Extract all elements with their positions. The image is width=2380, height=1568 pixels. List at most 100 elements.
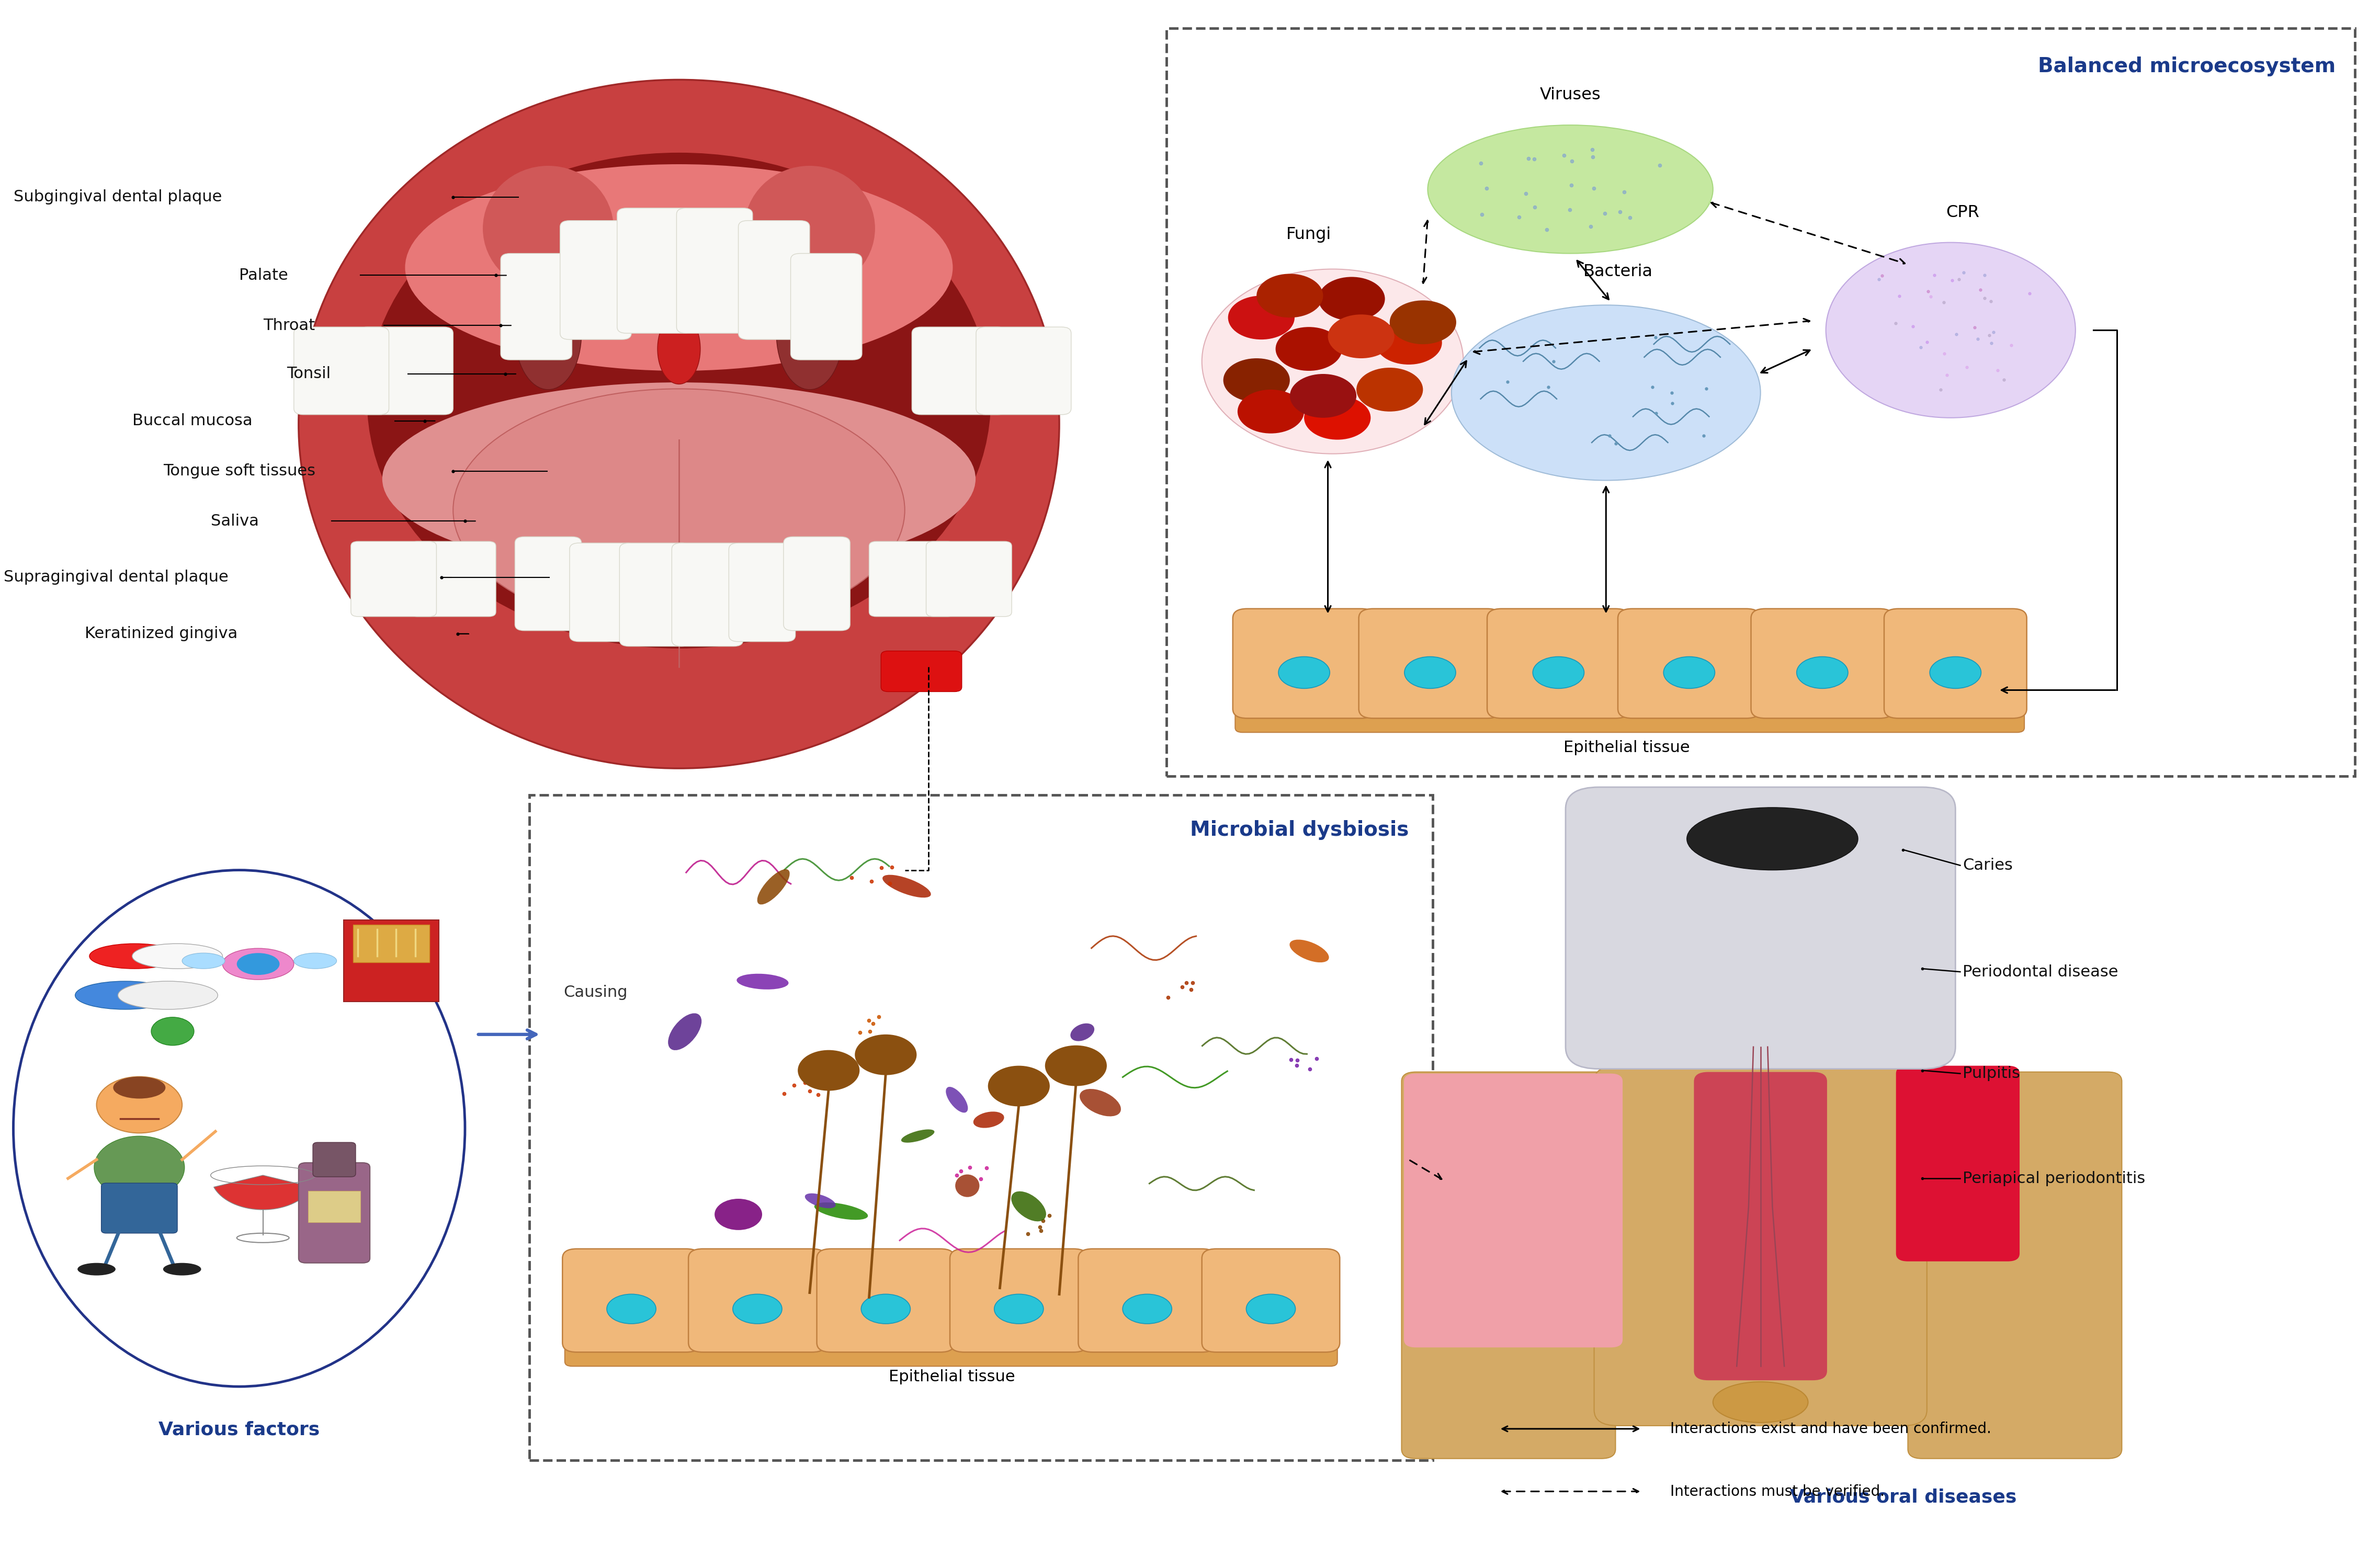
Ellipse shape [183, 953, 224, 969]
Ellipse shape [1428, 125, 1714, 254]
FancyBboxPatch shape [671, 543, 743, 646]
FancyBboxPatch shape [1078, 1248, 1216, 1352]
Ellipse shape [745, 166, 876, 292]
Text: Bacteria: Bacteria [1583, 263, 1652, 281]
Text: Causing: Causing [564, 985, 628, 1000]
FancyBboxPatch shape [1695, 1073, 1828, 1380]
FancyBboxPatch shape [783, 536, 850, 630]
FancyBboxPatch shape [500, 254, 571, 361]
Circle shape [1357, 367, 1423, 411]
Text: Saliva: Saliva [212, 513, 259, 528]
Text: Supragingival dental plaque: Supragingival dental plaque [5, 569, 228, 585]
FancyBboxPatch shape [1359, 608, 1502, 718]
Ellipse shape [657, 314, 700, 384]
Text: Balanced microecosystem: Balanced microecosystem [2037, 56, 2335, 77]
Text: Various oral diseases: Various oral diseases [1790, 1488, 2016, 1507]
FancyBboxPatch shape [1233, 608, 1376, 718]
Circle shape [152, 1018, 195, 1046]
Text: Subgingival dental plaque: Subgingival dental plaque [14, 190, 221, 205]
Ellipse shape [1533, 657, 1585, 688]
Ellipse shape [367, 152, 990, 649]
Ellipse shape [733, 1294, 783, 1323]
Ellipse shape [452, 389, 904, 632]
FancyBboxPatch shape [1202, 1248, 1340, 1352]
Circle shape [1304, 395, 1371, 439]
FancyBboxPatch shape [357, 328, 452, 414]
Ellipse shape [1930, 657, 1980, 688]
Circle shape [1223, 359, 1290, 401]
Ellipse shape [1714, 1381, 1809, 1422]
Ellipse shape [114, 1077, 167, 1099]
FancyBboxPatch shape [1885, 608, 2028, 718]
FancyBboxPatch shape [528, 795, 1433, 1460]
Ellipse shape [298, 80, 1059, 768]
FancyBboxPatch shape [1595, 1066, 1928, 1425]
Circle shape [797, 1051, 859, 1091]
Ellipse shape [1687, 808, 1859, 870]
Circle shape [98, 1077, 183, 1134]
Text: Fungi: Fungi [1285, 226, 1330, 243]
FancyBboxPatch shape [1235, 701, 2025, 732]
Ellipse shape [133, 944, 221, 969]
FancyBboxPatch shape [1566, 787, 1956, 1069]
FancyBboxPatch shape [559, 221, 631, 340]
Ellipse shape [90, 944, 181, 969]
Ellipse shape [814, 1203, 869, 1220]
FancyBboxPatch shape [564, 1334, 1338, 1366]
Ellipse shape [757, 869, 790, 905]
Circle shape [1390, 301, 1457, 345]
Text: Interactions exist and have been confirmed.: Interactions exist and have been confirm… [1671, 1422, 1992, 1436]
Ellipse shape [1012, 1192, 1047, 1221]
Text: Epithelial tissue: Epithelial tissue [1564, 740, 1690, 756]
FancyBboxPatch shape [616, 209, 693, 334]
Ellipse shape [1825, 243, 2075, 417]
Ellipse shape [862, 1294, 909, 1323]
Ellipse shape [405, 165, 952, 370]
Text: Periodontal disease: Periodontal disease [1964, 964, 2118, 980]
Ellipse shape [945, 1087, 969, 1113]
Circle shape [1045, 1046, 1107, 1087]
Text: Periapical periodontitis: Periapical periodontitis [1964, 1171, 2144, 1185]
Circle shape [1257, 274, 1323, 318]
Ellipse shape [164, 1262, 202, 1275]
Ellipse shape [1202, 270, 1464, 453]
Text: Pulpitis: Pulpitis [1964, 1066, 2021, 1080]
Ellipse shape [1278, 657, 1330, 688]
FancyBboxPatch shape [307, 1192, 359, 1221]
Ellipse shape [221, 949, 293, 980]
Ellipse shape [738, 974, 788, 989]
Text: Buccal mucosa: Buccal mucosa [133, 414, 252, 428]
Text: Throat: Throat [262, 318, 314, 332]
Ellipse shape [95, 1137, 186, 1200]
Ellipse shape [602, 248, 757, 334]
Ellipse shape [954, 1174, 981, 1196]
Circle shape [714, 1200, 762, 1229]
Circle shape [1276, 328, 1342, 370]
FancyBboxPatch shape [562, 1248, 700, 1352]
FancyBboxPatch shape [1488, 608, 1630, 718]
Ellipse shape [1452, 306, 1761, 480]
FancyBboxPatch shape [1166, 28, 2354, 776]
Ellipse shape [14, 870, 464, 1386]
FancyBboxPatch shape [816, 1248, 954, 1352]
FancyBboxPatch shape [1752, 608, 1894, 718]
FancyBboxPatch shape [569, 543, 635, 641]
Ellipse shape [119, 982, 217, 1010]
Ellipse shape [902, 1129, 935, 1143]
FancyBboxPatch shape [869, 541, 954, 616]
FancyBboxPatch shape [976, 328, 1071, 414]
FancyBboxPatch shape [312, 1143, 355, 1178]
FancyBboxPatch shape [293, 328, 388, 414]
Ellipse shape [1404, 657, 1457, 688]
FancyBboxPatch shape [881, 651, 962, 691]
Circle shape [1319, 278, 1385, 321]
FancyBboxPatch shape [790, 254, 862, 361]
Text: Various factors: Various factors [159, 1421, 319, 1439]
Ellipse shape [236, 953, 278, 975]
Text: CPR: CPR [1947, 204, 1980, 221]
Ellipse shape [1081, 1088, 1121, 1116]
Text: Interactions must be verified.: Interactions must be verified. [1671, 1483, 1885, 1499]
FancyBboxPatch shape [950, 1248, 1088, 1352]
Ellipse shape [995, 1294, 1042, 1323]
FancyBboxPatch shape [1909, 1073, 2123, 1458]
